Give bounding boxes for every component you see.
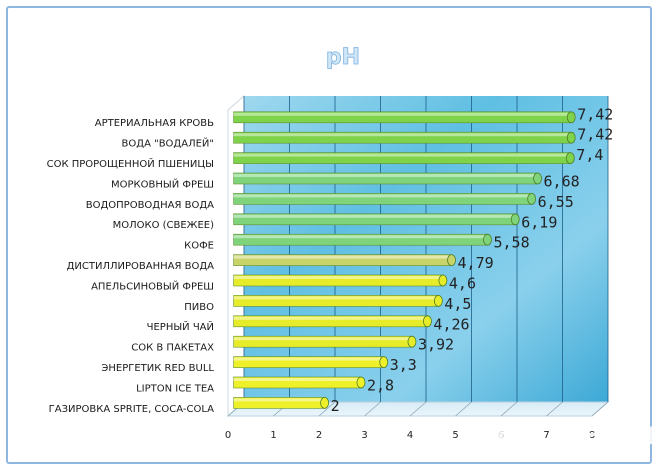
- category-label: ПИВО: [184, 302, 214, 313]
- floor-gridline: [318, 401, 336, 417]
- bar: [233, 172, 542, 185]
- bar: [233, 111, 576, 124]
- category-label: МОЛОКО (СВЕЖЕЕ): [113, 220, 215, 231]
- bar: [233, 294, 443, 307]
- bar: [233, 274, 448, 287]
- watermark: postila.ru: [448, 414, 655, 452]
- value-label: 6,55: [538, 193, 574, 211]
- value-label: 4,26: [433, 315, 469, 333]
- bar: [233, 213, 520, 226]
- value-label: 2: [331, 397, 340, 415]
- value-label: 6,19: [521, 213, 557, 231]
- bar: [233, 376, 366, 389]
- x-tick-label: 7: [543, 430, 549, 441]
- value-label: 7,42: [577, 105, 613, 123]
- postila-logo-icon: [448, 421, 476, 449]
- value-label: 6,68: [544, 173, 580, 191]
- x-tick-label: 1: [270, 430, 276, 441]
- category-label: ВОДА "ВОДАЛЕЙ": [122, 137, 214, 150]
- floor-gridline: [500, 401, 518, 417]
- category-label: LIPTON ICE TEA: [136, 383, 214, 394]
- bar: [233, 396, 330, 409]
- value-label: 4,5: [444, 295, 471, 313]
- category-label: ЭНЕРГЕТИК RED BULL: [101, 363, 214, 374]
- floor-gridline: [364, 401, 381, 417]
- floor-gridline: [591, 401, 609, 417]
- floor-gridline: [455, 401, 472, 417]
- bar: [233, 335, 417, 348]
- bar: [233, 131, 576, 144]
- chart-title: pH: [326, 45, 360, 70]
- bar: [233, 192, 537, 205]
- value-label: 3,92: [418, 336, 454, 354]
- category-label: МОРКОВНЫЙ ФРЕШ: [111, 177, 214, 190]
- watermark-text: postila.ru: [482, 414, 656, 452]
- category-label: АРТЕРИАЛЬНАЯ КРОВЬ: [95, 118, 214, 129]
- category-label: ВОДОПРОВОДНАЯ ВОДА: [86, 200, 214, 211]
- x-tick-label: 8: [589, 430, 595, 441]
- floor-gridline: [409, 401, 427, 417]
- value-label: 3,3: [390, 356, 417, 374]
- category-label: СОК ПРОРОЩЕННОЙ ПШЕНИЦЫ: [47, 157, 214, 170]
- category-label: ДИСТИЛЛИРОВАННАЯ ВОДА: [67, 261, 215, 272]
- x-tick-label: 4: [407, 430, 413, 441]
- x-tick-label: 2: [316, 430, 322, 441]
- category-label: СОК В ПАКЕТАХ: [131, 343, 214, 354]
- floor-gridline: [546, 401, 563, 417]
- category-label: ЧЕРНЫЙ ЧАЙ: [147, 320, 214, 333]
- value-label: 4,6: [449, 275, 476, 293]
- x-tick-label: 0: [225, 430, 231, 441]
- bar: [233, 315, 432, 328]
- value-label: 7,42: [577, 126, 613, 144]
- bar: [233, 254, 456, 267]
- x-tick-label: 3: [361, 430, 367, 441]
- category-label: КОФЕ: [184, 241, 214, 252]
- bar: [233, 233, 492, 246]
- value-label: 2,8: [367, 377, 394, 395]
- category-label: АПЕЛЬСИНОВЫЙ ФРЕШ: [91, 279, 214, 292]
- category-label: ГАЗИРОВКА SPRITE, COCA-COLA: [49, 404, 214, 415]
- value-label: 4,79: [458, 254, 494, 272]
- value-label: 7,4: [576, 146, 603, 164]
- bar: [233, 152, 575, 165]
- x-tick-label: 6: [498, 430, 504, 441]
- value-label: 5,58: [493, 234, 529, 252]
- bar: [233, 356, 389, 369]
